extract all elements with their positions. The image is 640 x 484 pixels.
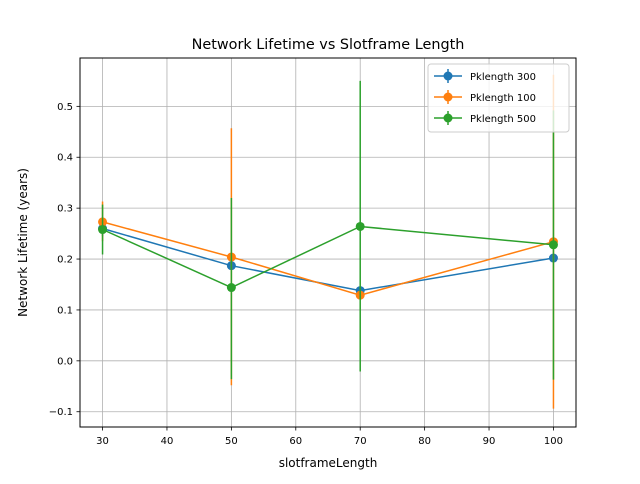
x-tick-label: 90: [483, 436, 496, 447]
y-tick-label: 0.3: [57, 204, 73, 215]
legend-marker: [443, 92, 453, 102]
series-line: [102, 225, 554, 289]
x-ticks: 30 40 50 60 70 80 90 100: [96, 427, 563, 447]
y-tick-label: 0.1: [57, 305, 73, 316]
y-axis-label: Network Lifetime (years): [16, 168, 30, 317]
series-line: [102, 227, 554, 292]
legend-marker: [443, 113, 453, 123]
x-tick-label: 100: [544, 436, 563, 447]
y-tick-label: −0.1: [49, 407, 73, 418]
data-point: [355, 221, 365, 231]
y-tick-label: 0.2: [57, 255, 73, 266]
y-ticks: −0.1 0.0 0.1 0.2 0.3 0.4 0.5: [49, 102, 80, 418]
data-point: [548, 240, 558, 250]
legend-entry: Pklength 300: [434, 69, 536, 83]
legend-entry: Pklength 500: [434, 111, 536, 125]
x-tick-label: 80: [418, 436, 431, 447]
y-tick-label: 0.5: [57, 102, 73, 113]
chart-title: Network Lifetime vs Slotframe Length: [192, 37, 465, 53]
series-3: [98, 80, 558, 380]
data-point: [226, 283, 236, 293]
x-tick-label: 40: [161, 436, 174, 447]
legend-box: [427, 63, 570, 133]
legend: Pklength 300 Pklength 100 Pklength 500: [427, 63, 570, 133]
x-tick-label: 60: [289, 436, 302, 447]
y-tick-label: 0.4: [57, 153, 73, 164]
y-tick-label: 0.0: [57, 356, 73, 367]
x-tick-label: 50: [225, 436, 238, 447]
legend-label: Pklength 300: [470, 72, 536, 83]
legend-entry: Pklength 100: [434, 90, 536, 104]
series-line: [102, 221, 554, 296]
x-tick-label: 70: [354, 436, 367, 447]
x-axis-label: slotframeLength: [279, 456, 378, 470]
x-tick-label: 30: [96, 436, 109, 447]
legend-items: Pklength 300 Pklength 100 Pklength 500: [434, 69, 536, 125]
data-point: [98, 225, 108, 235]
plot-frame: [79, 57, 577, 428]
legend-marker: [443, 71, 453, 81]
legend-label: Pklength 100: [470, 93, 536, 104]
legend-label: Pklength 500: [470, 114, 536, 125]
series-layer: [98, 74, 558, 409]
